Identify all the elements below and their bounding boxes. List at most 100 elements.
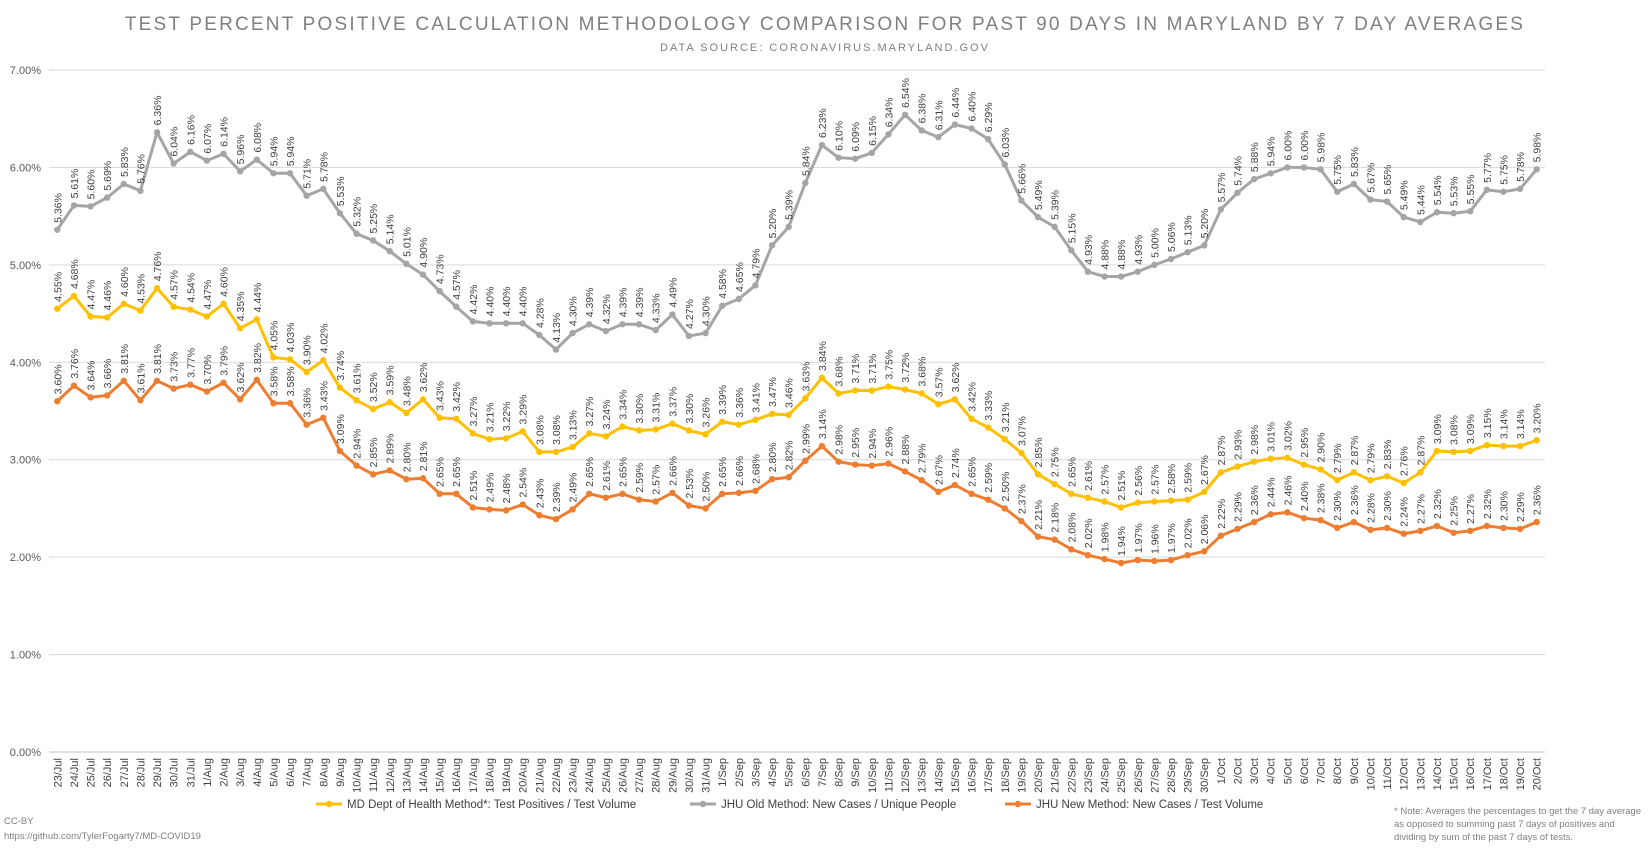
data-label: 1.96% bbox=[1149, 524, 1161, 554]
source-url[interactable]: https://github.com/TylerFogarty7/MD-COVI… bbox=[4, 831, 201, 842]
data-point bbox=[1018, 449, 1025, 457]
data-point bbox=[1001, 161, 1008, 168]
data-point bbox=[1516, 442, 1524, 450]
data-label: 6.04% bbox=[169, 127, 181, 157]
data-point bbox=[1467, 447, 1474, 455]
data-label: 3.22% bbox=[501, 401, 513, 431]
data-point bbox=[735, 421, 743, 428]
data-point bbox=[1300, 164, 1308, 171]
legend-label: JHU New Method: New Cases / Test Volume bbox=[1036, 799, 1263, 811]
license-text: CC-BY bbox=[4, 816, 34, 827]
data-point bbox=[685, 502, 693, 509]
y-tick-label: 0.00% bbox=[10, 747, 41, 759]
data-label: 5.20% bbox=[1199, 209, 1211, 239]
data-label: 2.49% bbox=[568, 473, 580, 503]
data-label: 5.54% bbox=[1432, 175, 1444, 205]
data-label: 4.40% bbox=[484, 287, 496, 317]
data-point bbox=[320, 357, 327, 364]
data-label: 3.41% bbox=[750, 383, 762, 413]
data-point bbox=[320, 414, 327, 422]
x-tick-label: 17/Sep bbox=[983, 758, 995, 793]
data-point bbox=[602, 433, 610, 440]
data-point bbox=[1417, 469, 1424, 476]
x-tick-label: 10/Oct bbox=[1365, 758, 1377, 790]
data-point bbox=[702, 505, 709, 512]
data-label: 4.42% bbox=[468, 285, 480, 315]
data-point bbox=[286, 356, 294, 363]
data-point bbox=[320, 185, 327, 193]
data-point bbox=[1317, 166, 1324, 173]
x-tick-label: 7/Sep bbox=[817, 758, 829, 787]
data-point bbox=[652, 326, 659, 334]
data-label: 5.78% bbox=[318, 152, 330, 182]
data-label: 3.37% bbox=[667, 387, 679, 417]
data-label: 2.48% bbox=[501, 474, 513, 504]
data-label: 2.36% bbox=[1249, 485, 1261, 515]
data-point bbox=[1367, 526, 1374, 534]
data-point bbox=[70, 382, 78, 389]
data-point bbox=[486, 506, 493, 513]
data-point bbox=[1217, 532, 1225, 539]
data-label: 3.27% bbox=[584, 397, 596, 427]
data-label: 2.57% bbox=[651, 465, 663, 495]
data-point bbox=[968, 125, 975, 132]
x-tick-label: 19/Aug bbox=[501, 758, 513, 793]
data-label: 2.67% bbox=[1199, 455, 1211, 485]
data-label: 3.66% bbox=[102, 359, 114, 389]
data-point bbox=[984, 135, 992, 143]
data-label: 3.34% bbox=[617, 390, 629, 420]
data-point bbox=[1433, 209, 1441, 216]
legend-label: MD Dept of Health Method*: Test Positive… bbox=[347, 799, 636, 811]
data-label: 5.75% bbox=[1332, 155, 1344, 185]
data-label: 2.37% bbox=[1016, 484, 1028, 514]
data-point bbox=[901, 111, 909, 119]
data-label: 3.36% bbox=[734, 388, 746, 418]
note-line-2: as opposed to summing past 7 days of pos… bbox=[1394, 819, 1615, 830]
data-label: 2.46% bbox=[1282, 476, 1294, 506]
data-label: 2.85% bbox=[368, 438, 380, 468]
x-tick-label: 3/Sep bbox=[750, 758, 762, 787]
data-label: 3.21% bbox=[484, 402, 496, 432]
data-point bbox=[1467, 527, 1474, 535]
data-point bbox=[1267, 170, 1274, 177]
data-label: 2.82% bbox=[784, 440, 796, 470]
data-point bbox=[203, 388, 211, 395]
data-label: 5.74% bbox=[1232, 156, 1244, 186]
data-point bbox=[586, 430, 593, 437]
x-tick-label: 30/Aug bbox=[684, 758, 696, 793]
data-point bbox=[1433, 447, 1441, 455]
x-tick-label: 24/Jul bbox=[69, 758, 81, 787]
data-point bbox=[768, 476, 776, 483]
data-label: 2.02% bbox=[1183, 518, 1195, 548]
data-point bbox=[1267, 511, 1274, 518]
data-label: 5.84% bbox=[800, 146, 812, 176]
data-label: 4.53% bbox=[135, 274, 147, 304]
data-label: 5.53% bbox=[335, 176, 347, 206]
x-tick-label: 25/Sep bbox=[1116, 758, 1128, 793]
data-label: 2.95% bbox=[850, 428, 862, 458]
x-tick-label: 24/Sep bbox=[1100, 758, 1112, 793]
data-label: 2.79% bbox=[1332, 443, 1344, 473]
data-label: 4.39% bbox=[584, 288, 596, 318]
data-point bbox=[935, 134, 942, 141]
data-point bbox=[453, 490, 460, 498]
series-2: 3.60% 3.76% 3.64% 3.66% 3.81% 3.61% 3.81% 3.73%… bbox=[52, 343, 1544, 567]
y-tick-label: 1.00% bbox=[10, 650, 41, 662]
data-point bbox=[685, 427, 693, 434]
data-point bbox=[70, 292, 78, 300]
data-label: 2.94% bbox=[867, 429, 879, 459]
data-label: 2.32% bbox=[1432, 489, 1444, 519]
data-point bbox=[1317, 516, 1324, 524]
data-point bbox=[652, 498, 659, 505]
chart-subtitle: DATA SOURCE: CORONAVIRUS.MARYLAND.GOV bbox=[660, 42, 990, 54]
data-point bbox=[469, 504, 477, 511]
data-point bbox=[270, 354, 277, 361]
data-point bbox=[719, 418, 726, 425]
data-label: 4.46% bbox=[102, 281, 114, 311]
data-label: 3.62% bbox=[950, 363, 962, 393]
series-group: 5.36% 5.61% 5.60% 5.69% 5.83% 5.76% 6.36% 6.04%… bbox=[52, 78, 1544, 567]
data-point bbox=[1051, 536, 1058, 543]
x-tick-label: 18/Aug bbox=[484, 758, 496, 793]
data-point bbox=[1001, 436, 1008, 443]
data-label: 5.61% bbox=[69, 169, 81, 199]
